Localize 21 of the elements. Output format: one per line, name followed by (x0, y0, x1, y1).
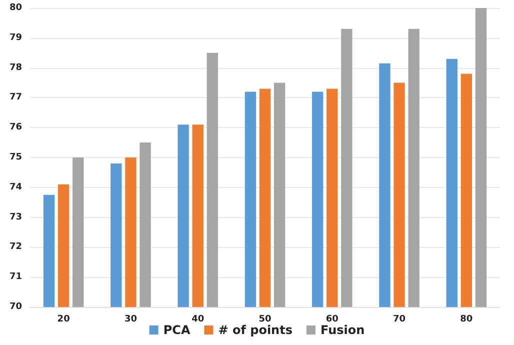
y-tick-label: 78 (9, 62, 22, 73)
x-tick-label: 20 (57, 314, 70, 324)
legend-label: PCA (163, 323, 191, 337)
x-tick-label: 70 (393, 314, 406, 324)
y-tick-label: 77 (9, 92, 22, 103)
y-tick-label: 71 (9, 272, 22, 282)
y-tick-label: 80 (9, 3, 22, 13)
x-tick-label: 40 (192, 314, 204, 324)
x-tick-label: 50 (258, 314, 272, 324)
y-tick-label: 75 (9, 152, 22, 162)
x-tick-label: 60 (326, 314, 338, 324)
legend-label: Fusion (320, 323, 365, 337)
legend-label: # of points (218, 323, 292, 337)
y-tick-label: 76 (9, 122, 22, 133)
x-tick-label: 80 (460, 314, 473, 324)
y-tick-label: 79 (9, 32, 22, 43)
y-tick-label: 73 (9, 212, 22, 222)
y-tick-label: 74 (9, 182, 22, 192)
x-tick-label: 30 (124, 314, 137, 324)
y-tick-label: 70 (9, 302, 22, 312)
y-tick-label: 72 (9, 242, 22, 252)
